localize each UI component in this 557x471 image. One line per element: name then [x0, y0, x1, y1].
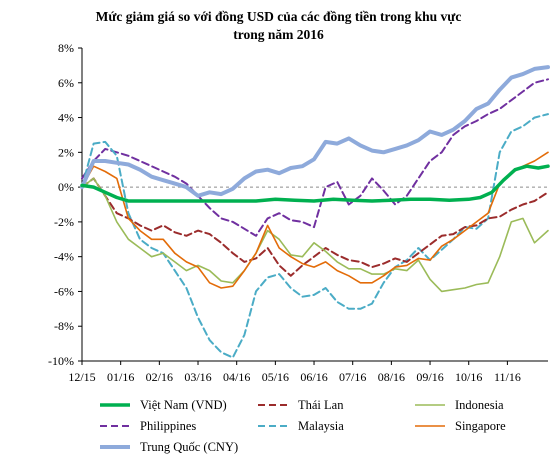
x-tick-label: 06/16	[300, 370, 327, 384]
legend-label: Singapore	[455, 419, 506, 433]
legend-label: Trung Quốc (CNY)	[140, 440, 238, 454]
legend-label: Indonesia	[455, 398, 504, 412]
x-tick-label: 11/16	[494, 370, 521, 384]
x-tick-label: 10/16	[455, 370, 482, 384]
x-tick-label: 04/16	[223, 370, 250, 384]
series-line-3	[81, 78, 549, 237]
y-tick-label: -4%	[54, 250, 74, 264]
y-axis: 8% 6% 4% 2% 0% -2% -4% -6% -8% -10%	[48, 41, 548, 368]
legend: Việt Nam (VND) Thái Lan Indonesia Philippin…	[100, 398, 506, 454]
y-tick-label: 8%	[58, 41, 74, 55]
x-tick-label: 08/16	[378, 370, 405, 384]
y-tick-label: 6%	[58, 76, 74, 90]
series-layer	[80, 65, 550, 359]
x-tick-label: 03/16	[184, 370, 211, 384]
x-tick-label: 01/16	[107, 370, 134, 384]
series-line-5	[81, 151, 549, 289]
x-tick-label: 07/16	[339, 370, 366, 384]
y-tick-label: -2%	[54, 215, 74, 229]
x-tick-label: 09/16	[416, 370, 443, 384]
y-tick-label: -8%	[54, 319, 74, 333]
chart-subtitle: trong năm 2016	[233, 27, 324, 42]
x-axis: 12/15 01/16 02/16 03/16 04/16 05/16 06/16 07/16…	[68, 360, 548, 384]
y-tick-label: 4%	[58, 111, 74, 125]
series-line-0	[80, 164, 550, 203]
legend-label: Philippines	[140, 419, 196, 433]
series-line-2	[81, 177, 549, 293]
x-tick-label: 05/16	[262, 370, 289, 384]
y-tick-label: -10%	[48, 354, 74, 368]
x-tick-label: 02/16	[146, 370, 173, 384]
series-line-6	[80, 65, 550, 198]
legend-label: Malaysia	[298, 419, 344, 433]
series-line-4	[81, 113, 549, 359]
x-tick-label: 12/15	[68, 370, 95, 384]
series-line-1	[81, 177, 549, 277]
legend-label: Việt Nam (VND)	[140, 398, 227, 412]
chart-title: Mức giảm giá so với đồng USD của các đồn…	[95, 9, 462, 24]
legend-label: Thái Lan	[298, 398, 344, 412]
y-tick-label: 2%	[58, 145, 74, 159]
y-tick-label: -6%	[54, 284, 74, 298]
y-tick-label: 0%	[58, 180, 74, 194]
